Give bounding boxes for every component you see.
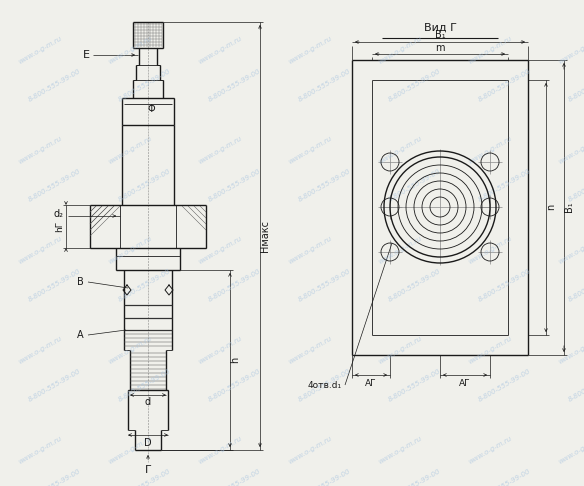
Text: 4отв.d₁: 4отв.d₁ [308, 381, 342, 389]
Text: 8-800-555-99-00: 8-800-555-99-00 [388, 367, 442, 402]
Text: www.o-g-m.ru: www.o-g-m.ru [467, 335, 513, 365]
Text: www.o-g-m.ru: www.o-g-m.ru [107, 335, 153, 365]
Text: 8-800-555-99-00: 8-800-555-99-00 [208, 468, 262, 486]
Text: 8-800-555-99-00: 8-800-555-99-00 [118, 267, 172, 302]
Text: www.o-g-m.ru: www.o-g-m.ru [17, 335, 63, 365]
Text: www.o-g-m.ru: www.o-g-m.ru [17, 135, 63, 165]
Text: 8-800-555-99-00: 8-800-555-99-00 [208, 68, 262, 103]
Text: d: d [145, 397, 151, 407]
Text: n: n [546, 204, 556, 210]
Text: www.o-g-m.ru: www.o-g-m.ru [287, 135, 333, 165]
Text: 8-800-555-99-00: 8-800-555-99-00 [118, 468, 172, 486]
Text: 8-800-555-99-00: 8-800-555-99-00 [568, 367, 584, 402]
Text: 8-800-555-99-00: 8-800-555-99-00 [478, 68, 532, 103]
Text: www.o-g-m.ru: www.o-g-m.ru [467, 235, 513, 265]
Text: Г: Г [145, 465, 151, 475]
Text: www.o-g-m.ru: www.o-g-m.ru [107, 135, 153, 165]
Text: Φ: Φ [147, 104, 155, 114]
Text: 8-800-555-99-00: 8-800-555-99-00 [298, 367, 352, 402]
Text: www.o-g-m.ru: www.o-g-m.ru [17, 235, 63, 265]
Text: B₁: B₁ [564, 202, 574, 212]
Text: AГ: AГ [365, 379, 377, 387]
Text: www.o-g-m.ru: www.o-g-m.ru [287, 35, 333, 65]
Text: 8-800-555-99-00: 8-800-555-99-00 [388, 168, 442, 203]
Text: h: h [230, 357, 240, 363]
Text: www.o-g-m.ru: www.o-g-m.ru [467, 135, 513, 165]
Text: www.o-g-m.ru: www.o-g-m.ru [197, 335, 243, 365]
Text: www.o-g-m.ru: www.o-g-m.ru [377, 135, 423, 165]
Text: www.o-g-m.ru: www.o-g-m.ru [107, 435, 153, 465]
Text: www.o-g-m.ru: www.o-g-m.ru [377, 235, 423, 265]
Text: www.o-g-m.ru: www.o-g-m.ru [467, 35, 513, 65]
Text: 8-800-555-99-00: 8-800-555-99-00 [388, 468, 442, 486]
Text: B: B [77, 277, 84, 287]
Text: 8-800-555-99-00: 8-800-555-99-00 [208, 267, 262, 302]
Text: 8-800-555-99-00: 8-800-555-99-00 [118, 68, 172, 103]
Text: www.o-g-m.ru: www.o-g-m.ru [377, 435, 423, 465]
Text: E: E [82, 50, 89, 60]
Text: www.o-g-m.ru: www.o-g-m.ru [287, 335, 333, 365]
Text: 8-800-555-99-00: 8-800-555-99-00 [27, 267, 82, 302]
Text: 8-800-555-99-00: 8-800-555-99-00 [208, 367, 262, 402]
Text: www.o-g-m.ru: www.o-g-m.ru [557, 35, 584, 65]
Text: 8-800-555-99-00: 8-800-555-99-00 [208, 168, 262, 203]
Text: 8-800-555-99-00: 8-800-555-99-00 [298, 267, 352, 302]
Text: www.o-g-m.ru: www.o-g-m.ru [197, 35, 243, 65]
Text: www.o-g-m.ru: www.o-g-m.ru [17, 35, 63, 65]
Text: www.o-g-m.ru: www.o-g-m.ru [197, 435, 243, 465]
Text: m: m [435, 43, 445, 53]
Text: 8-800-555-99-00: 8-800-555-99-00 [478, 168, 532, 203]
Text: www.o-g-m.ru: www.o-g-m.ru [467, 435, 513, 465]
Text: 8-800-555-99-00: 8-800-555-99-00 [388, 68, 442, 103]
Text: www.o-g-m.ru: www.o-g-m.ru [107, 35, 153, 65]
Text: www.o-g-m.ru: www.o-g-m.ru [107, 235, 153, 265]
Text: www.o-g-m.ru: www.o-g-m.ru [557, 335, 584, 365]
Text: www.o-g-m.ru: www.o-g-m.ru [17, 435, 63, 465]
Text: www.o-g-m.ru: www.o-g-m.ru [557, 135, 584, 165]
Text: 8-800-555-99-00: 8-800-555-99-00 [298, 68, 352, 103]
Text: www.o-g-m.ru: www.o-g-m.ru [287, 435, 333, 465]
Text: 8-800-555-99-00: 8-800-555-99-00 [478, 468, 532, 486]
Text: www.o-g-m.ru: www.o-g-m.ru [377, 35, 423, 65]
Text: 8-800-555-99-00: 8-800-555-99-00 [27, 168, 82, 203]
Text: www.o-g-m.ru: www.o-g-m.ru [557, 435, 584, 465]
Text: 8-800-555-99-00: 8-800-555-99-00 [298, 468, 352, 486]
Text: 8-800-555-99-00: 8-800-555-99-00 [27, 68, 82, 103]
Text: www.o-g-m.ru: www.o-g-m.ru [197, 235, 243, 265]
Text: AГ: AГ [459, 379, 471, 387]
Text: Вид Г: Вид Г [423, 23, 457, 33]
Text: 8-800-555-99-00: 8-800-555-99-00 [568, 168, 584, 203]
Text: 8-800-555-99-00: 8-800-555-99-00 [27, 468, 82, 486]
Text: 8-800-555-99-00: 8-800-555-99-00 [568, 68, 584, 103]
Text: Нмакс: Нмакс [260, 220, 270, 252]
Text: 8-800-555-99-00: 8-800-555-99-00 [568, 267, 584, 302]
Text: D: D [144, 438, 152, 448]
Text: B₁: B₁ [434, 30, 446, 40]
Text: 8-800-555-99-00: 8-800-555-99-00 [27, 367, 82, 402]
Text: www.o-g-m.ru: www.o-g-m.ru [377, 335, 423, 365]
Text: 8-800-555-99-00: 8-800-555-99-00 [478, 367, 532, 402]
Text: 8-800-555-99-00: 8-800-555-99-00 [568, 468, 584, 486]
Text: 8-800-555-99-00: 8-800-555-99-00 [388, 267, 442, 302]
Text: 8-800-555-99-00: 8-800-555-99-00 [118, 367, 172, 402]
Text: hГ: hГ [55, 220, 64, 232]
Text: 8-800-555-99-00: 8-800-555-99-00 [118, 168, 172, 203]
Text: d₂: d₂ [53, 209, 63, 219]
Text: www.o-g-m.ru: www.o-g-m.ru [287, 235, 333, 265]
Text: A: A [77, 330, 84, 340]
Text: www.o-g-m.ru: www.o-g-m.ru [197, 135, 243, 165]
Text: 8-800-555-99-00: 8-800-555-99-00 [478, 267, 532, 302]
Text: www.o-g-m.ru: www.o-g-m.ru [557, 235, 584, 265]
Text: 8-800-555-99-00: 8-800-555-99-00 [298, 168, 352, 203]
